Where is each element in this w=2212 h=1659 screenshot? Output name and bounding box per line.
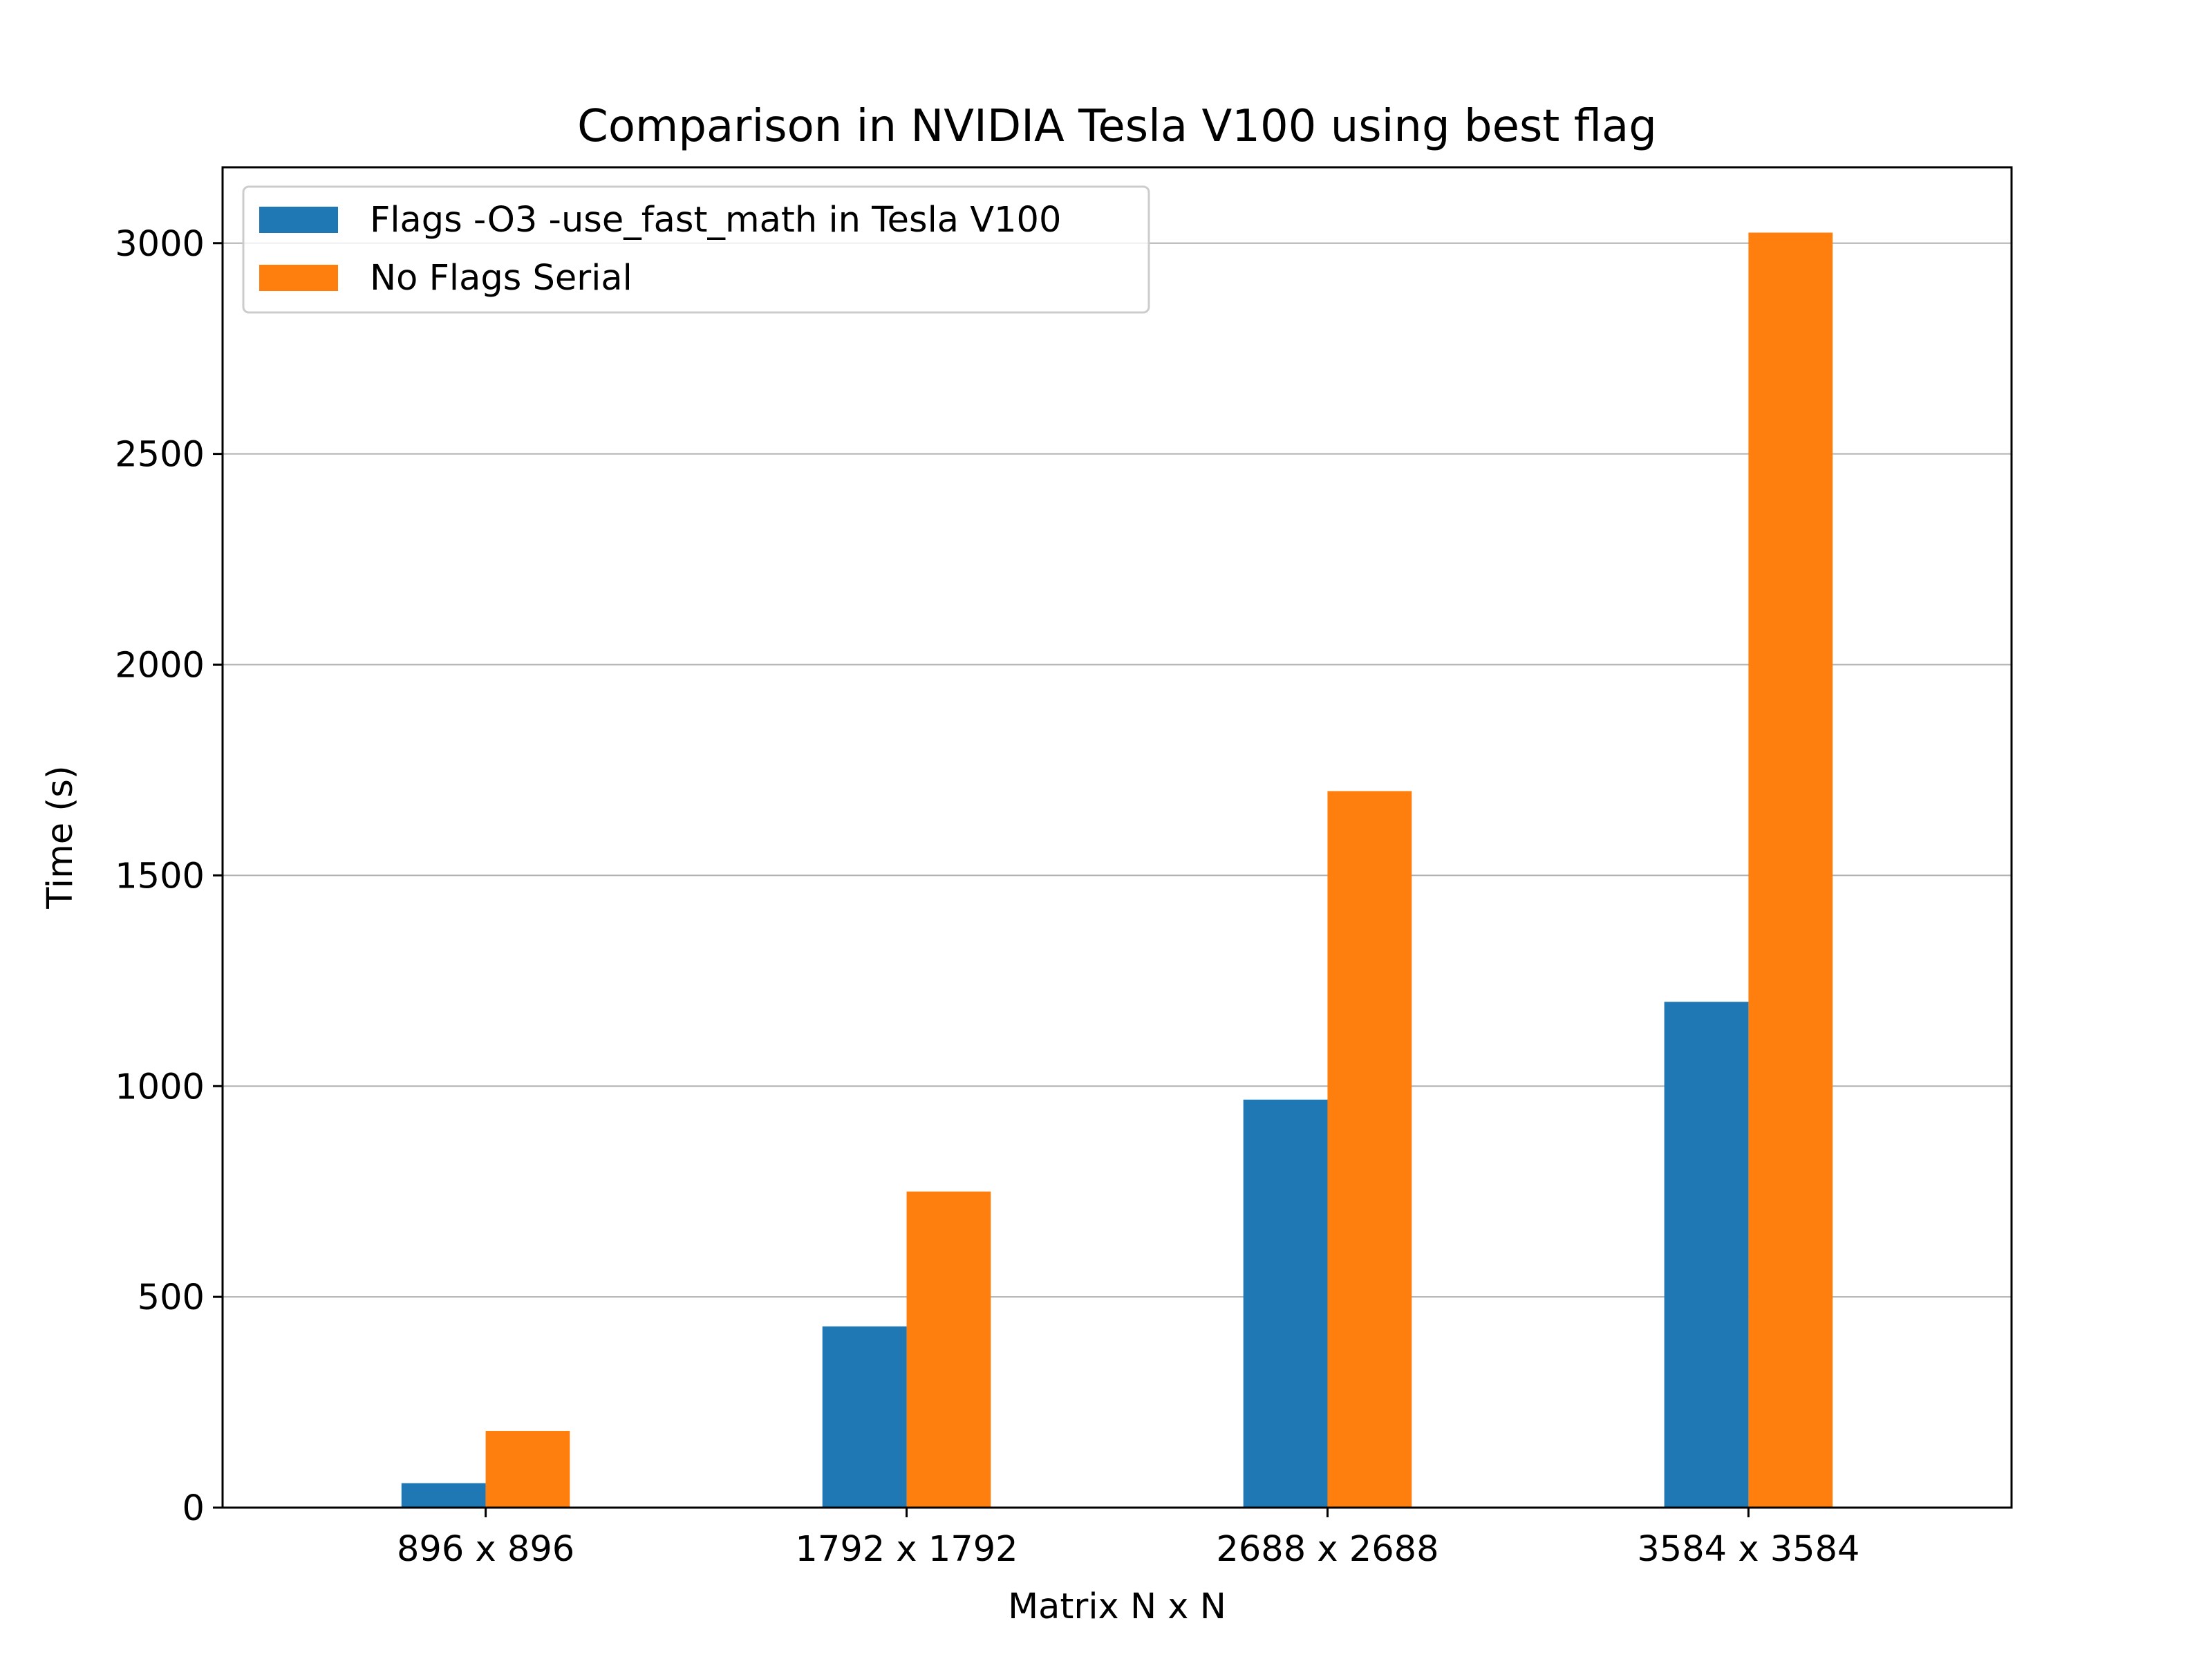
bar-no-flags-4 [1748, 232, 1833, 1508]
x-tick-label: 896 x 896 [397, 1529, 574, 1570]
y-tick-label: 2000 [115, 646, 205, 686]
bar-flags-4 [1664, 1002, 1749, 1508]
x-tick-label: 3584 x 3584 [1637, 1529, 1859, 1570]
bar-flags-1 [401, 1483, 486, 1508]
x-axis-ticks: 896 x 896 1792 x 1792 2688 x 2688 3584 x 35… [397, 1508, 1860, 1570]
y-axis-ticks: 0 500 1000 1500 2000 2500 3000 [115, 224, 223, 1529]
bar-no-flags-3 [1327, 791, 1412, 1508]
x-tick-label: 2688 x 2688 [1216, 1529, 1438, 1570]
bar-flags-3 [1243, 1099, 1328, 1508]
y-tick-label: 500 [138, 1277, 205, 1318]
plot-frame [221, 166, 2013, 1509]
legend-swatch [259, 207, 338, 233]
x-axis-label: Matrix N x N [1008, 1586, 1226, 1627]
x-tick-label: 1792 x 1792 [795, 1529, 1018, 1570]
bar-flags-2 [822, 1326, 907, 1508]
y-tick-label: 0 [182, 1488, 205, 1529]
bars [401, 232, 1833, 1508]
chart-title: Comparison in NVIDIA Tesla V100 using be… [577, 101, 1657, 152]
bar-no-flags-1 [485, 1431, 570, 1508]
y-axis-label: Time (s) [40, 765, 81, 909]
y-tick-label: 1500 [115, 856, 205, 897]
legend-swatch [259, 265, 338, 291]
legend-box [242, 185, 1150, 314]
y-tick-label: 1000 [115, 1067, 205, 1107]
y-tick-label: 2500 [115, 435, 205, 476]
legend-label: Flags -O3 -use_fast_math in Tesla V100 [370, 200, 1061, 241]
legend: Flags -O3 -use_fast_math in Tesla V100 No… [242, 185, 1150, 314]
y-tick-label: 3000 [115, 224, 205, 265]
bar-no-flags-2 [906, 1191, 991, 1508]
legend-label: No Flags Serial [370, 258, 632, 299]
